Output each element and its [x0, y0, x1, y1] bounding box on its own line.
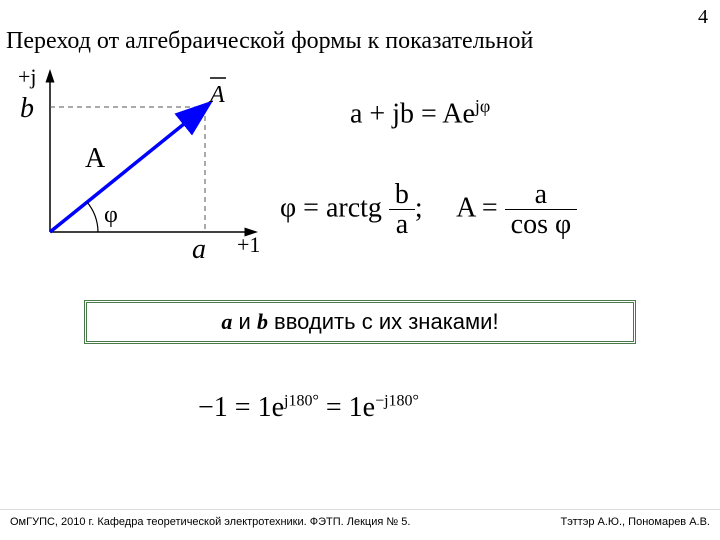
b-label: b: [20, 93, 34, 124]
equation-exponential-form: a + jb = Aejφ: [350, 96, 490, 130]
phi-label: φ: [104, 202, 118, 228]
note-text: a и b вводить с их знаками!: [221, 309, 498, 335]
eq3-mid: = 1e: [319, 392, 375, 423]
eq3-lhs: −1 = 1e: [198, 392, 284, 423]
A-mag-label: A: [85, 143, 106, 174]
equation-phi-A: φ = arctg b a ; A = a cos φ: [280, 180, 577, 240]
eq3-exp2: −j180°: [375, 393, 419, 410]
diagram-svg: +j +1 b a A A φ: [10, 62, 270, 262]
eq1-exponent: jφ: [475, 96, 490, 116]
eq2-frac-acos: a cos φ: [505, 180, 577, 240]
eq2-den-cos: cos φ: [505, 210, 577, 239]
x-axis-label: +1: [237, 232, 260, 257]
eq2-frac-ba: b a: [389, 180, 415, 240]
y-axis-label: +j: [18, 64, 37, 89]
a-label: a: [192, 234, 206, 262]
note-and: и: [232, 309, 257, 334]
eq2-num-b: b: [389, 180, 415, 210]
eq2-phi-label: φ = arctg: [280, 192, 382, 223]
note-box: a и b вводить с их знаками!: [84, 300, 636, 344]
note-a: a: [221, 309, 232, 334]
eq2-den-a: a: [389, 210, 415, 239]
A-overbar-label: A: [208, 82, 225, 108]
eq2-A-lhs: A =: [456, 192, 497, 223]
eq2-num-a: a: [505, 180, 577, 210]
note-after: вводить с их знаками!: [268, 309, 499, 334]
note-b: b: [257, 309, 268, 334]
slide-number: 4: [698, 6, 708, 29]
slide-title: Переход от алгебраической формы к показа…: [6, 28, 533, 55]
eq3-exp1: j180°: [284, 393, 319, 410]
eq2-sep: ;: [415, 192, 423, 223]
eq1-lhs: a + jb = Ae: [350, 98, 475, 129]
vector-diagram: +j +1 b a A A φ: [10, 62, 270, 262]
footer-divider: [0, 509, 720, 510]
footer-left: ОмГУПС, 2010 г. Кафедра теоретической эл…: [10, 516, 410, 528]
footer-right: Тэттэр А.Ю., Пономарев А.В.: [561, 516, 710, 528]
equation-minus-one: −1 = 1ej180° = 1e−j180°: [198, 392, 419, 424]
